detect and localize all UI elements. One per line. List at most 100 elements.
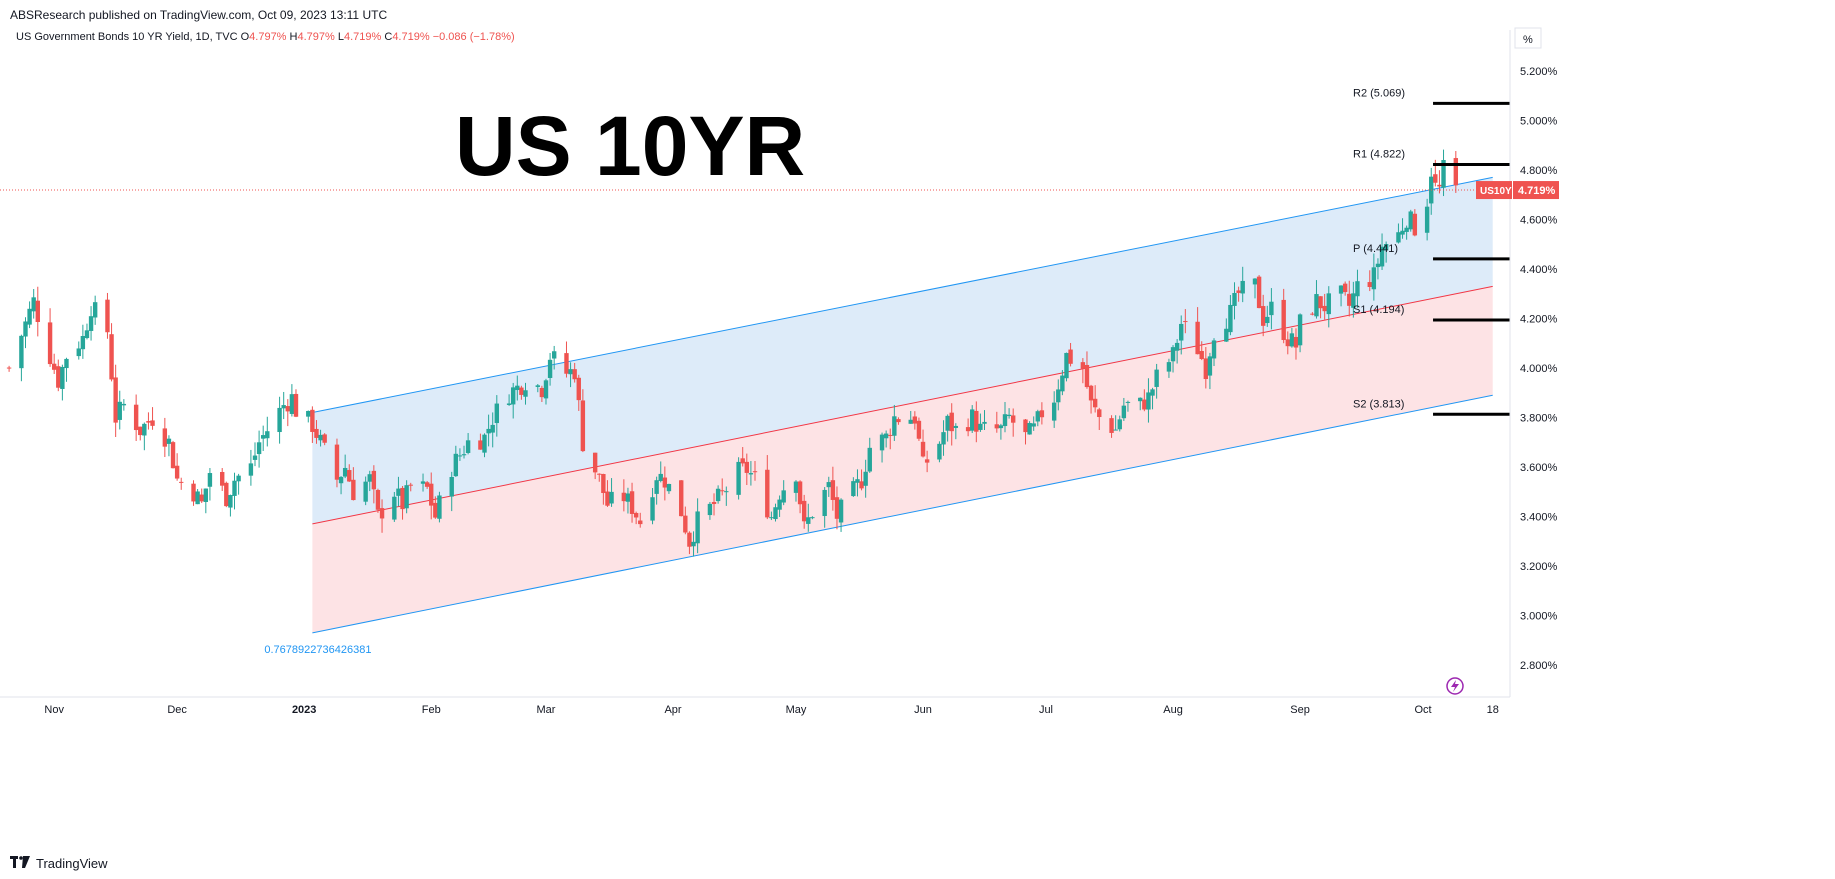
candle [1297, 313, 1303, 353]
candle-body [47, 322, 53, 365]
candle [342, 454, 348, 479]
candle [691, 531, 696, 557]
candle-body [1142, 399, 1147, 410]
candle [1199, 341, 1204, 361]
candle [633, 511, 639, 525]
candle-body [1289, 333, 1295, 347]
candle [248, 449, 254, 486]
candle-body [142, 423, 147, 436]
candle-body [203, 488, 209, 502]
candle [1293, 328, 1299, 360]
candle-body [1097, 409, 1102, 418]
candle [92, 295, 98, 325]
candle [109, 323, 114, 382]
candle [1326, 286, 1331, 328]
candle-body [1056, 389, 1061, 403]
candle-body [1260, 306, 1266, 326]
candle-body [170, 442, 176, 469]
candle [1006, 408, 1012, 419]
candle-body [752, 471, 758, 473]
candle-body [199, 494, 204, 502]
publish-info: ABSResearch published on TradingView.com… [10, 8, 388, 22]
pivot-label-p: P (4.441) [1353, 243, 1398, 255]
candle-body [56, 366, 61, 388]
percent-scale-button[interactable] [1514, 27, 1542, 49]
candle [621, 479, 627, 512]
candle [1318, 296, 1323, 319]
flash-icon[interactable] [1446, 677, 1464, 695]
candle-body [863, 471, 868, 486]
candle [1051, 391, 1057, 428]
tradingview-logo[interactable]: TradingView [10, 856, 108, 871]
candle-body [150, 420, 155, 426]
candle-body [23, 321, 28, 337]
candle [1035, 409, 1040, 427]
candle [806, 503, 811, 532]
x-tick-label: May [786, 704, 807, 716]
candle [822, 487, 827, 528]
candle [625, 487, 631, 514]
candle [949, 403, 954, 446]
candle-body [486, 428, 491, 434]
candle-body [1060, 375, 1065, 392]
candle [970, 405, 975, 433]
candle [912, 411, 918, 430]
y-tick-label: 3.600% [1520, 462, 1558, 474]
candle [199, 488, 204, 503]
candle-body [1010, 415, 1016, 423]
candle-body [1174, 342, 1180, 351]
candle [1322, 293, 1327, 320]
candle-body [1396, 232, 1401, 243]
legend-part: O [241, 31, 250, 43]
candle-body [1379, 246, 1385, 267]
candle [1252, 278, 1258, 299]
candle [408, 482, 413, 492]
candle-body [80, 336, 86, 350]
candle-body [1138, 397, 1143, 402]
candle-body [687, 532, 692, 547]
candle [121, 399, 127, 411]
candle [453, 445, 459, 477]
candle-body [662, 477, 668, 488]
chart-title: US 10YR [455, 99, 805, 193]
candle [170, 440, 176, 469]
candle [310, 406, 315, 443]
candle-body [1318, 296, 1323, 309]
candle-body [547, 359, 553, 378]
candle [260, 425, 266, 451]
candle-body [1322, 305, 1327, 312]
candle-body [1347, 293, 1352, 306]
candle [232, 472, 237, 510]
candle [478, 433, 483, 450]
candle [23, 317, 28, 349]
candle [666, 483, 672, 494]
percent-scale-label: % [1523, 34, 1533, 46]
candle-body [277, 407, 282, 433]
candle [724, 486, 729, 506]
candle [888, 428, 893, 450]
candle [1064, 352, 1069, 382]
candle-body [1150, 389, 1155, 396]
candle [629, 482, 635, 523]
candle-body [625, 493, 631, 502]
candle-body [1232, 292, 1237, 306]
candle [650, 487, 655, 525]
candle [6, 365, 12, 372]
candle [1314, 280, 1319, 319]
candle [56, 359, 61, 392]
candle-body [1297, 314, 1303, 346]
candle [855, 469, 860, 497]
candle-body [133, 404, 139, 431]
y-tick-label: 5.000% [1520, 116, 1558, 128]
candle [76, 341, 81, 360]
candle-body [621, 492, 627, 502]
candle [535, 383, 540, 393]
candle-body [535, 385, 540, 387]
price-chart[interactable]: US Government Bonds 10 YR Yield, 1D, TVC… [0, 0, 1835, 849]
y-tick-label: 4.200% [1520, 314, 1558, 326]
x-tick-label: 2023 [292, 704, 316, 716]
candle-body [994, 424, 1000, 429]
candle-body [433, 502, 438, 518]
y-tick-label: 3.000% [1520, 611, 1558, 623]
